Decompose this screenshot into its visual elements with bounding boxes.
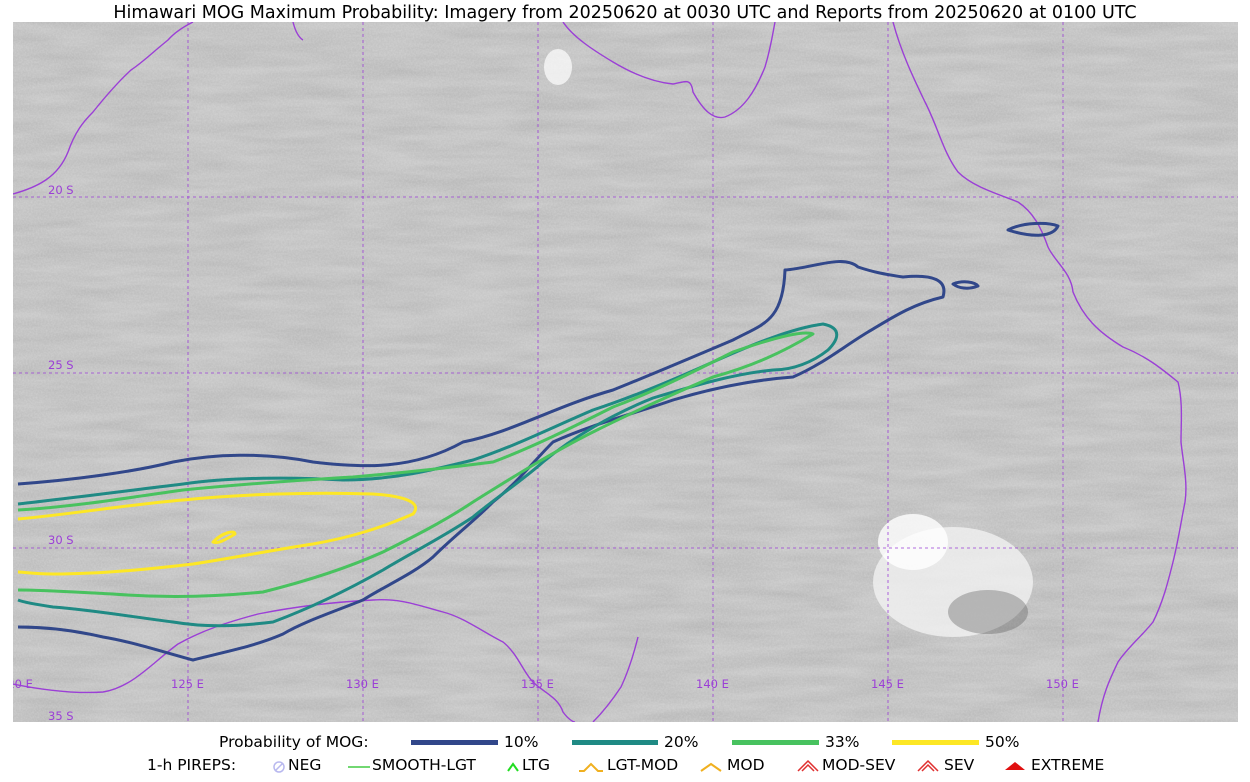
- contour-50-percent-sm: [211, 530, 237, 544]
- lon-label: 135 E: [521, 677, 554, 691]
- pirep-label-lgt-mod: LGT-MOD: [607, 756, 679, 774]
- neg-icon: [273, 761, 285, 773]
- probability-legend-label: Probability of MOG:: [219, 733, 369, 751]
- satellite-map[interactable]: 20 S 25 S 30 S 35 S 120 E 125 E 130 E 13…: [13, 22, 1238, 722]
- legend-swatch-33: [732, 740, 819, 745]
- map-title: Himawari MOG Maximum Probability: Imager…: [113, 3, 1137, 23]
- coastlines: [13, 22, 1187, 722]
- lon-label: 130 E: [346, 677, 379, 691]
- legend-label-20: 20%: [664, 733, 699, 751]
- pirep-label-smooth-lgt: SMOOTH-LGT: [372, 756, 476, 774]
- pirep-label-mod-sev: MOD-SEV: [822, 756, 896, 774]
- lat-label: 20 S: [48, 183, 74, 197]
- double-caret-icon: [917, 759, 939, 772]
- pirep-label-ltg: LTG: [522, 756, 550, 774]
- pirep-label-neg: NEG: [288, 756, 322, 774]
- lat-label: 25 S: [48, 358, 74, 372]
- chevron-icon: [700, 762, 722, 772]
- legend-swatch-20: [572, 740, 658, 745]
- legend-label-10: 10%: [504, 733, 539, 751]
- filled-caret-icon: [1005, 762, 1025, 770]
- lon-label: 120 E: [13, 677, 33, 691]
- lat-label: 35 S: [48, 709, 74, 722]
- lon-label: 125 E: [171, 677, 204, 691]
- legend-label-33: 33%: [825, 733, 860, 751]
- cloud-patch: [544, 49, 1033, 637]
- double-caret-icon: [797, 759, 819, 772]
- chevron-icon: [507, 762, 519, 772]
- lat-label: 30 S: [48, 533, 74, 547]
- imagery-speckle: [13, 22, 1238, 722]
- caret-icon: [579, 762, 603, 772]
- pirep-legend-label: 1-h PIREPS:: [147, 756, 237, 774]
- lon-label: 140 E: [696, 677, 729, 691]
- line-icon: [348, 766, 370, 768]
- gridlines: [13, 22, 1238, 722]
- legend-label-50: 50%: [985, 733, 1020, 751]
- contour-10-percent-sm: [1006, 221, 1060, 237]
- lon-label: 145 E: [871, 677, 904, 691]
- contour-50-percent: [17, 491, 417, 576]
- contour-10-percent-sm2: [951, 280, 980, 290]
- pirep-label-extreme: EXTREME: [1031, 756, 1105, 774]
- legend-swatch-10: [411, 740, 498, 745]
- contour-10-percent: [17, 260, 946, 662]
- pirep-label-mod: MOD: [727, 756, 765, 774]
- pirep-label-sev: SEV: [944, 756, 975, 774]
- contour-20-percent: [17, 322, 839, 628]
- lon-label: 150 E: [1046, 677, 1079, 691]
- legend-swatch-50: [892, 740, 979, 745]
- contour-33-percent: [17, 331, 815, 598]
